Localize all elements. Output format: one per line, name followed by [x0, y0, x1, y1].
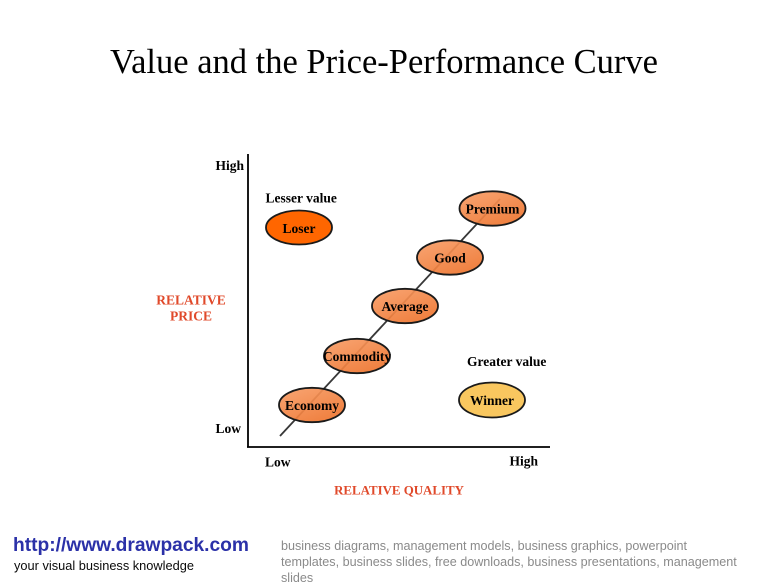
svg-text:Economy: Economy	[285, 398, 339, 413]
svg-text:Premium: Premium	[466, 202, 520, 217]
svg-text:Greater value: Greater value	[467, 354, 546, 369]
svg-text:Low: Low	[215, 421, 241, 436]
svg-text:Winner: Winner	[470, 393, 514, 408]
svg-text:RELATIVE QUALITY: RELATIVE QUALITY	[334, 484, 464, 498]
svg-text:Average: Average	[382, 299, 429, 314]
svg-text:Loser: Loser	[283, 221, 316, 236]
svg-text:PRICE: PRICE	[170, 308, 212, 323]
svg-text:RELATIVE: RELATIVE	[156, 293, 226, 308]
svg-text:Good: Good	[434, 251, 466, 266]
svg-text:Low: Low	[265, 455, 291, 470]
svg-text:High: High	[215, 158, 244, 173]
svg-text:Lesser value: Lesser value	[266, 191, 337, 206]
svg-text:Commodity: Commodity	[323, 349, 391, 364]
svg-text:High: High	[509, 454, 538, 469]
